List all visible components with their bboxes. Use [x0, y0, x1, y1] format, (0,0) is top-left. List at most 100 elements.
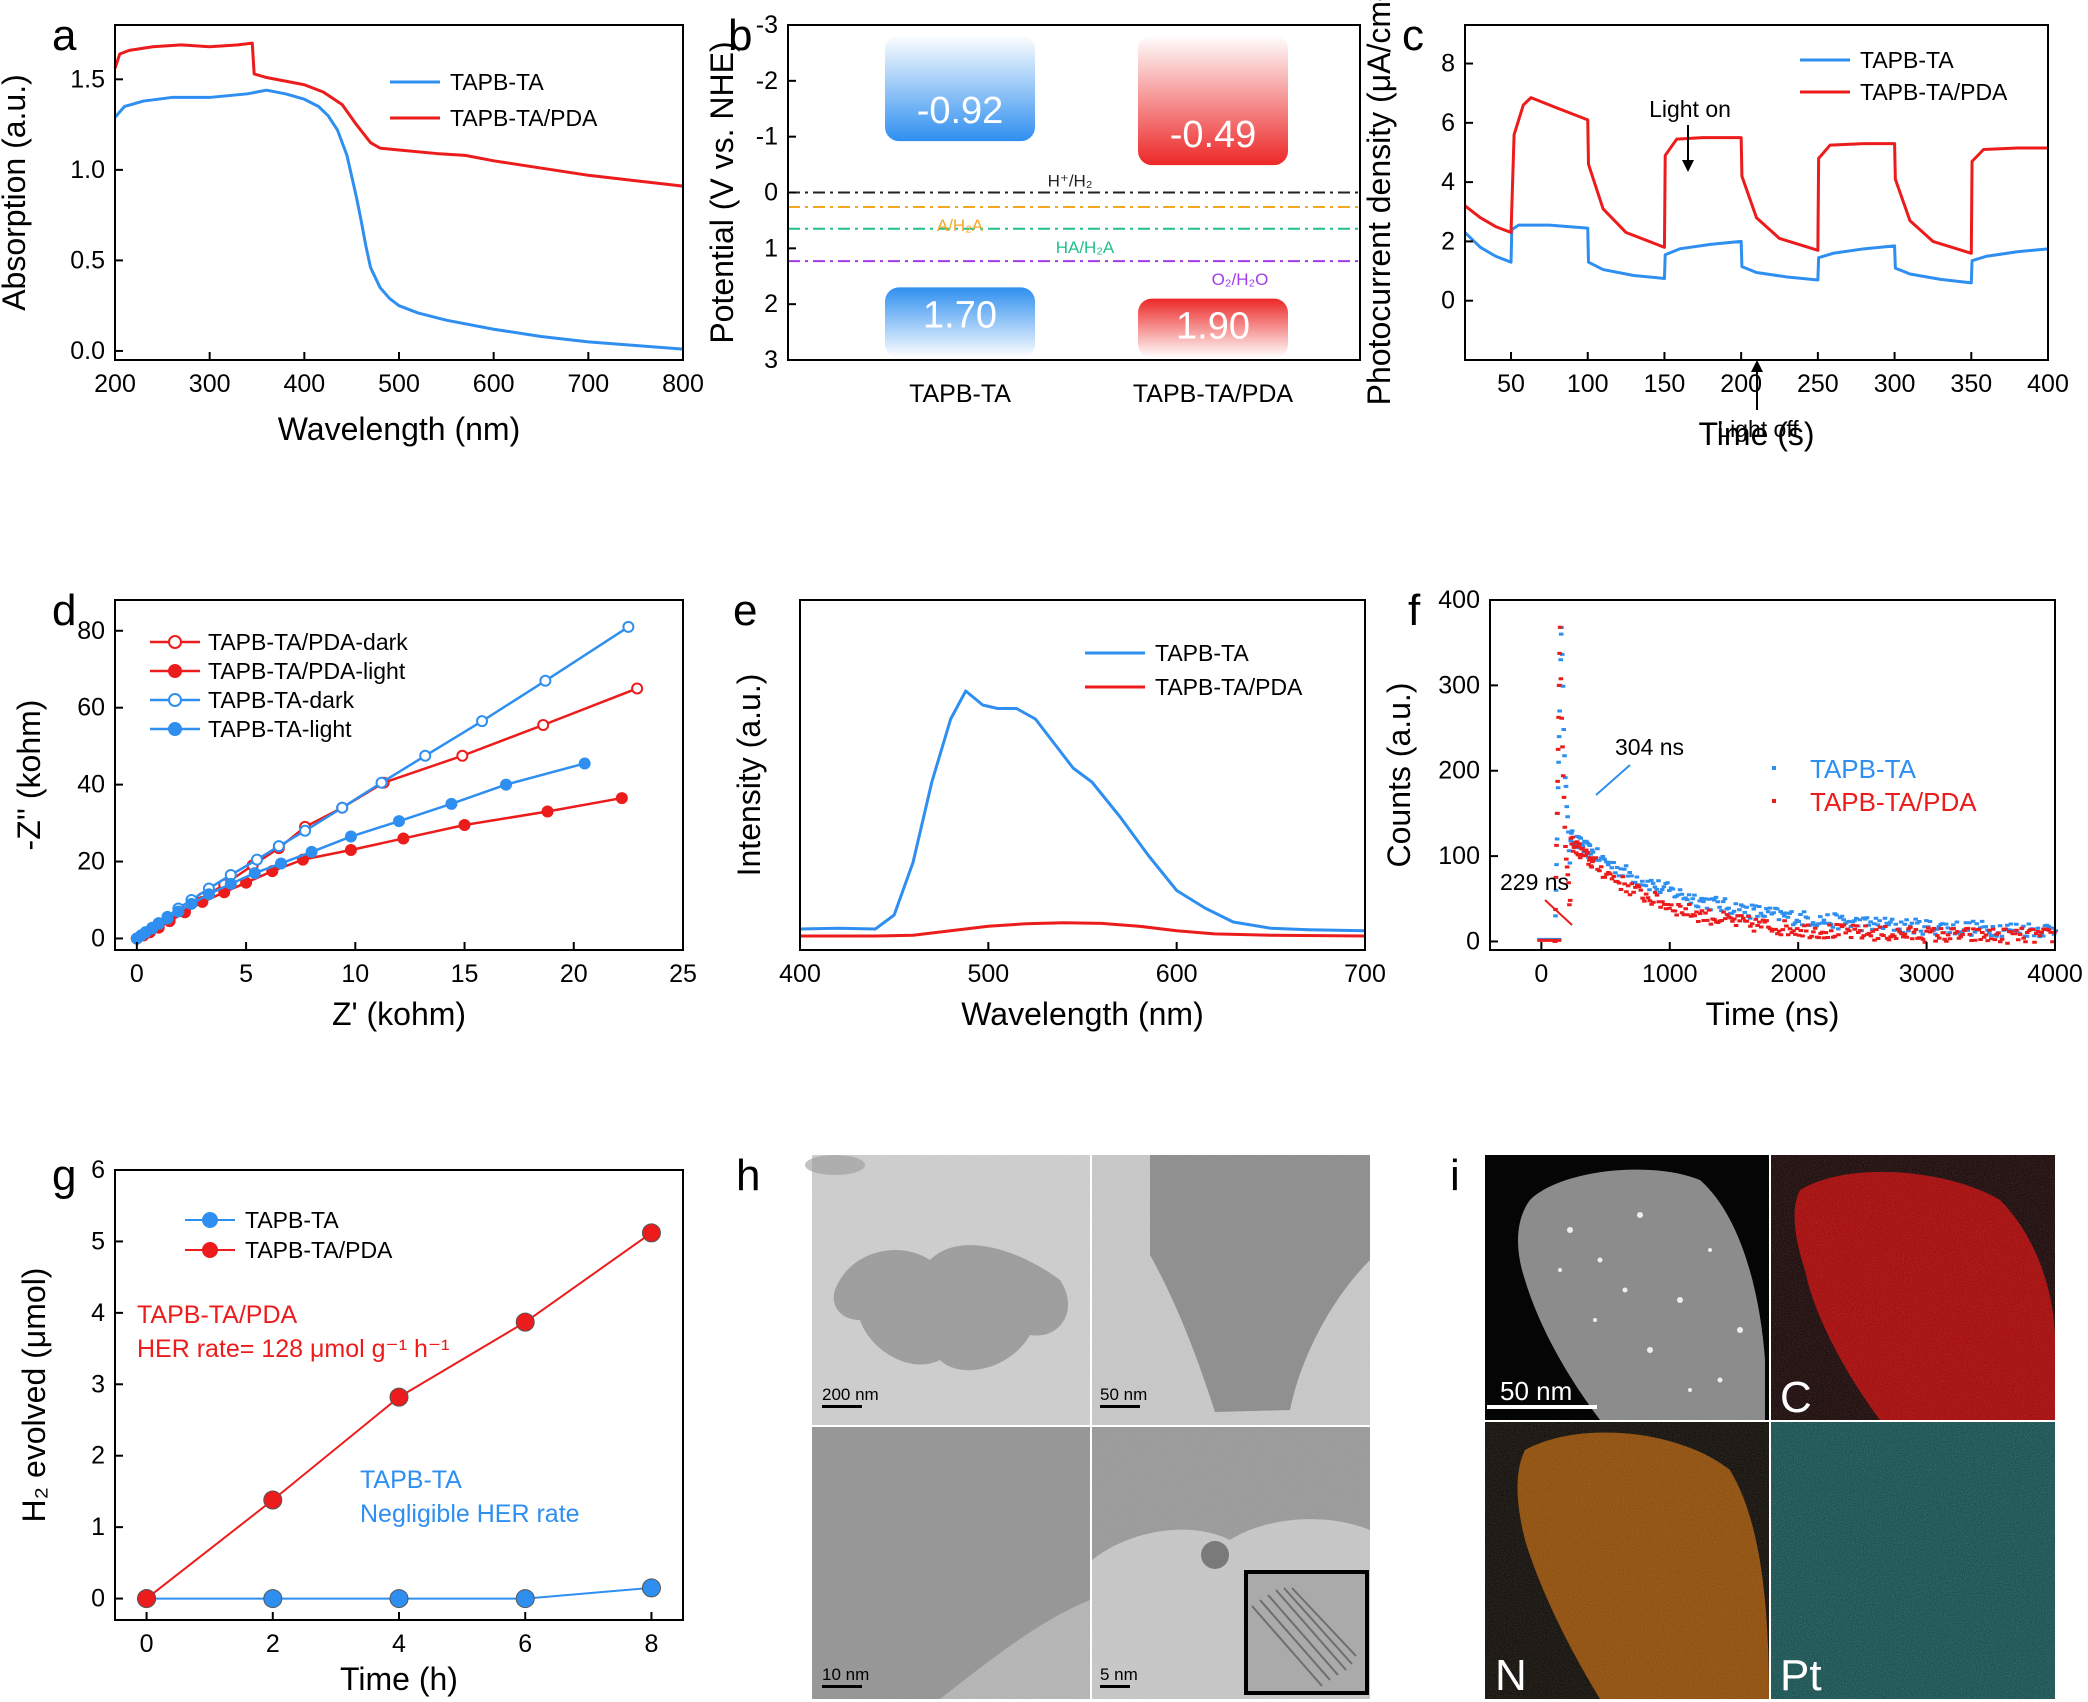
legend-label: TAPB-TA/PDA	[1155, 674, 1303, 700]
legend-label: TAPB-TA/PDA	[245, 1237, 393, 1263]
panel-label-b: b	[728, 11, 752, 60]
legend-marker	[168, 635, 182, 649]
data-point	[275, 857, 288, 870]
x-tick-label: 2	[266, 1630, 280, 1658]
x-tick-label: 400	[283, 370, 325, 398]
data-point	[389, 1589, 409, 1609]
data-point	[336, 801, 349, 814]
series-line-1	[136, 796, 623, 940]
data-point	[202, 888, 215, 901]
legend-label: TAPB-TA/PDA	[1810, 787, 1977, 817]
reference-label-0: H⁺/H₂	[1048, 172, 1093, 191]
data-point	[263, 1589, 283, 1609]
y-tick-label: 0	[764, 179, 778, 207]
data-point	[541, 805, 554, 818]
eds-mapping-grid: 50 nm C N Pt	[1485, 1155, 2055, 1700]
data-point	[305, 845, 318, 858]
tem-image-1: 200 nm	[805, 1155, 1090, 1425]
data-point	[419, 749, 432, 762]
data-point	[137, 1589, 157, 1609]
y-tick-label: 60	[77, 694, 105, 722]
series-line-0	[799, 689, 1366, 933]
y-tick-label: 0	[91, 1585, 105, 1613]
x-tick-label: 700	[1344, 960, 1386, 988]
plot-frame-a	[114, 24, 684, 361]
legend-label: TAPB-TA	[1810, 754, 1917, 784]
tem-image-grid: 200 nm 50 nm 10 nm 5 nm	[805, 1155, 1370, 1699]
x-tick-label: 200	[1720, 370, 1762, 398]
x-axis-title: Z' (kohm)	[332, 996, 466, 1032]
y-tick-label: 300	[1438, 671, 1480, 699]
y-tick-label: 40	[77, 771, 105, 799]
data-point	[344, 830, 357, 843]
series-points-0	[1537, 626, 2059, 943]
y-axis-title: Intensity (a.u.)	[731, 674, 767, 877]
data-point	[537, 719, 550, 731]
legend-marker	[1772, 799, 1776, 803]
legend-marker	[168, 693, 182, 707]
series-line-1	[800, 921, 1366, 938]
x-axis-title: Time (s)	[1698, 416, 1814, 452]
legend-label: TAPB-TA/PDA	[1860, 79, 2008, 105]
y-tick-label: 4	[91, 1299, 105, 1327]
map-label-c: C	[1780, 1373, 1812, 1422]
legend-marker	[202, 1242, 218, 1258]
y-tick-label: 2	[91, 1442, 105, 1470]
legend-label: TAPB-TA-dark	[208, 687, 355, 713]
y-tick-label: 3	[91, 1370, 105, 1398]
tem-scale-label-1: 200 nm	[822, 1385, 879, 1404]
legend-marker	[168, 722, 182, 736]
x-axis-title: Wavelength (nm)	[278, 411, 520, 447]
x-tick-label: 0	[140, 1630, 154, 1658]
tem-image-2: 50 nm	[1092, 1155, 1370, 1425]
y-tick-label: 6	[91, 1156, 105, 1184]
y-tick-label: 80	[77, 617, 105, 645]
data-point	[393, 815, 405, 828]
annotation-tau-2: 229 ns	[1500, 869, 1569, 895]
legend-label: TAPB-TA-light	[208, 716, 352, 742]
y-axis-title: Counts (a.u.)	[1381, 683, 1417, 868]
y-tick-label: 1.5	[70, 65, 105, 93]
y-tick-label: 1.0	[70, 156, 105, 184]
carbon-map: C	[1771, 1155, 2055, 1422]
series-line-0	[113, 88, 684, 351]
data-point	[248, 867, 261, 880]
y-tick-label: 4	[1441, 168, 1455, 196]
x-axis-title: Time (h)	[340, 1661, 458, 1697]
category-label-1: TAPB-TA/PDA	[1133, 380, 1294, 408]
x-tick-label: 300	[1874, 370, 1916, 398]
data-point	[578, 757, 591, 770]
chart-nyquist: 0 5 10 15 20 25 0 20 40 60 80 Z' (kohm) -Z'' (kohm) T…	[11, 599, 697, 1032]
data-point	[476, 715, 489, 728]
x-tick-label: 15	[451, 960, 479, 988]
category-label-0: TAPB-TA	[909, 380, 1011, 408]
data-point	[622, 620, 635, 633]
annotation-pda-name: TAPB-TA/PDA	[137, 1301, 298, 1329]
reference-label-2: HA/H₂A	[1056, 238, 1115, 257]
valence-band-bar-1	[1138, 298, 1288, 358]
y-tick-label: 1	[91, 1513, 105, 1541]
legend-label: TAPB-TA/PDA	[450, 105, 598, 131]
panel-label-a: a	[52, 11, 77, 60]
legend-label: TAPB-TA	[450, 69, 544, 95]
tem-image-3: 10 nm	[812, 1427, 1090, 1699]
tem-scale-label-4: 5 nm	[1100, 1665, 1138, 1684]
x-tick-label: 3000	[1899, 960, 1955, 988]
x-tick-label: 6	[518, 1630, 532, 1658]
x-tick-label: 200	[94, 370, 136, 398]
x-tick-label: 150	[1644, 370, 1686, 398]
y-tick-label: 0.0	[70, 337, 105, 365]
annotation-ta-name: TAPB-TA	[360, 1466, 462, 1494]
x-tick-label: 10	[341, 960, 369, 988]
legend-marker	[1772, 766, 1776, 770]
y-tick-label: 2	[1441, 227, 1455, 255]
x-tick-label: 4000	[2027, 960, 2083, 988]
y-axis-title: Potential (V vs. NHE)	[704, 41, 740, 343]
data-point	[539, 674, 552, 687]
y-axis-title: Absorption (a.u.)	[0, 74, 32, 311]
valence-band-value-0: 1.70	[923, 294, 997, 336]
x-tick-label: 400	[2027, 370, 2069, 398]
data-point	[397, 832, 410, 845]
plot-frame-f	[1489, 599, 2056, 951]
